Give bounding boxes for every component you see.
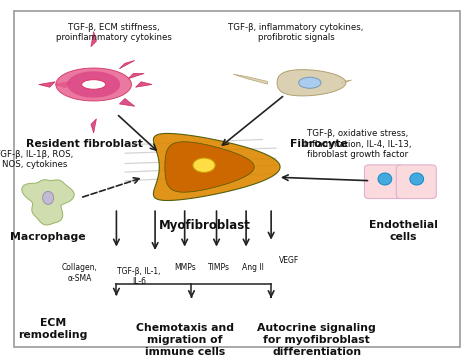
Text: TGF-β, ECM stiffness,
proinflammatory cytokines: TGF-β, ECM stiffness, proinflammatory cy… [56, 23, 172, 42]
Polygon shape [154, 134, 280, 200]
Text: TGF-β, IL-1,
IL-6: TGF-β, IL-1, IL-6 [118, 267, 161, 286]
Text: TGF-β, oxidative stress,
inflammation, IL-4, IL-13,
fibroblast growth factor: TGF-β, oxidative stress, inflammation, I… [304, 129, 411, 159]
Ellipse shape [378, 173, 392, 185]
Text: TGF-β, inflammatory cytokines,
profibrotic signals: TGF-β, inflammatory cytokines, profibrot… [228, 23, 364, 42]
Polygon shape [341, 80, 352, 84]
Polygon shape [55, 81, 71, 87]
Text: Ang II: Ang II [242, 263, 264, 272]
Text: Chemotaxis and
migration of
immune cells: Chemotaxis and migration of immune cells [136, 323, 234, 357]
Polygon shape [128, 73, 144, 79]
Polygon shape [67, 71, 120, 98]
Polygon shape [39, 82, 55, 87]
Text: TGF-β, IL-1β, ROS,
NOS, cytokines: TGF-β, IL-1β, ROS, NOS, cytokines [0, 150, 73, 169]
Ellipse shape [193, 158, 215, 173]
Polygon shape [91, 119, 96, 133]
Text: VEGF: VEGF [279, 256, 300, 265]
Text: Fibrocyte: Fibrocyte [290, 140, 348, 150]
Text: ECM
remodeling: ECM remodeling [18, 318, 87, 340]
Polygon shape [165, 142, 254, 192]
Polygon shape [119, 61, 135, 69]
Ellipse shape [410, 173, 424, 185]
Text: Resident fibroblast: Resident fibroblast [26, 140, 143, 150]
Text: TIMPs: TIMPs [208, 263, 230, 272]
Polygon shape [55, 82, 71, 88]
Polygon shape [233, 74, 267, 84]
Polygon shape [119, 98, 135, 106]
Text: Autocrine signaling
for myofibroblast
differentiation: Autocrine signaling for myofibroblast di… [257, 323, 376, 357]
FancyBboxPatch shape [14, 11, 460, 347]
Polygon shape [22, 180, 74, 225]
Text: MMPs: MMPs [174, 263, 196, 272]
Ellipse shape [299, 77, 321, 88]
Polygon shape [56, 68, 131, 101]
Ellipse shape [43, 192, 54, 204]
Polygon shape [136, 82, 152, 87]
Ellipse shape [82, 80, 106, 89]
Polygon shape [91, 32, 96, 47]
Text: Collagen,
α-SMA: Collagen, α-SMA [62, 263, 98, 282]
FancyBboxPatch shape [365, 165, 404, 199]
Text: Macrophage: Macrophage [10, 232, 86, 242]
Text: Myofibroblast: Myofibroblast [159, 218, 251, 232]
Polygon shape [277, 70, 346, 96]
FancyBboxPatch shape [396, 165, 436, 199]
Text: Endothelial
cells: Endothelial cells [369, 220, 438, 242]
